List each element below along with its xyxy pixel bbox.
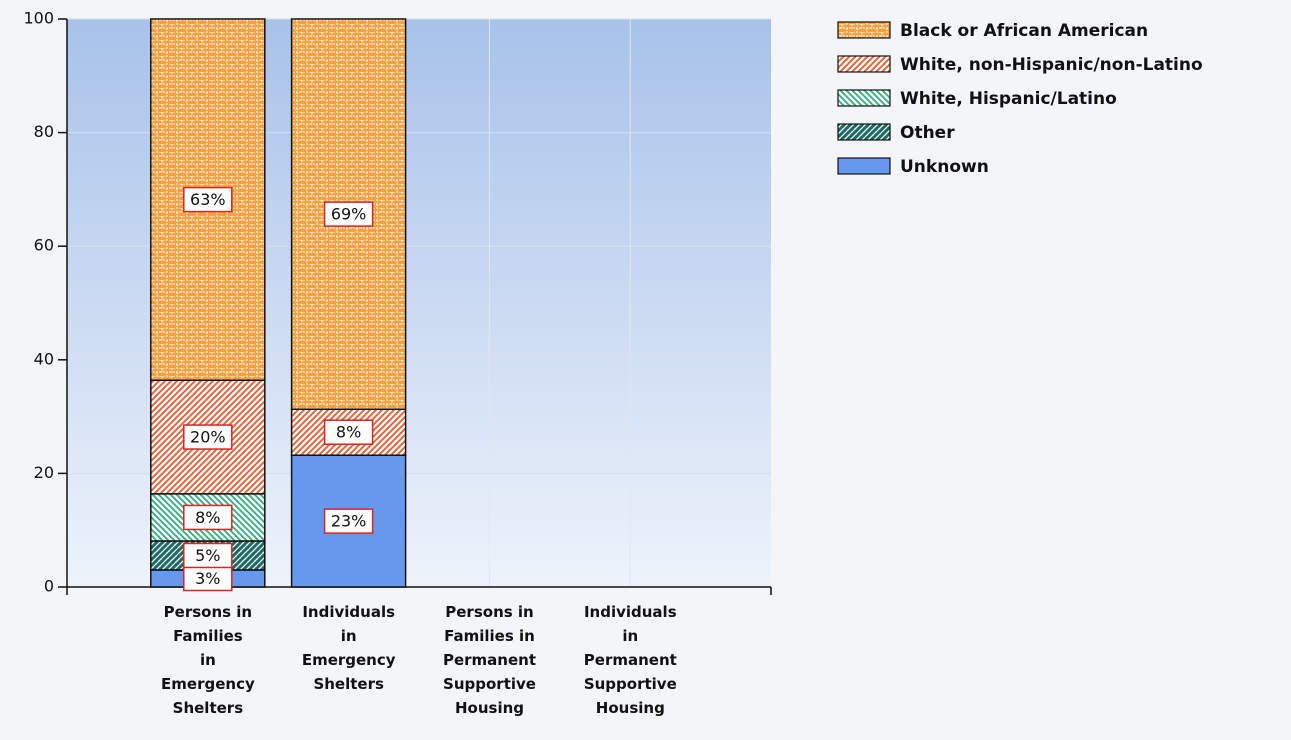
value-label-box	[323, 419, 374, 445]
value-label: 63%	[190, 190, 226, 209]
legend-swatch	[837, 21, 891, 39]
y-tick-label: 80	[34, 122, 54, 141]
value-label: 69%	[331, 205, 367, 224]
legend-swatch	[837, 123, 891, 141]
legend-swatch	[837, 55, 891, 73]
legend-label: Black or African American	[900, 21, 1148, 41]
y-tick-label: 20	[34, 463, 54, 482]
legend-swatch	[837, 89, 891, 107]
legend-label: Unknown	[900, 157, 989, 177]
legend-label: White, Hispanic/Latino	[900, 89, 1117, 109]
legend-swatch	[837, 157, 891, 175]
x-tick-label: Individuals in Emergency Shelters	[301, 603, 396, 693]
value-label-box	[183, 504, 233, 531]
value-label-box	[183, 542, 233, 569]
value-label-box	[323, 508, 374, 534]
value-label-box	[323, 201, 374, 227]
x-tick-label: Persons in Families in Permanent Support…	[442, 603, 537, 717]
value-label: 5%	[195, 546, 220, 565]
y-tick-label: 100	[23, 9, 54, 28]
y-tick-label: 60	[34, 236, 54, 255]
value-label-box	[183, 186, 233, 213]
legend-label: Other	[900, 123, 955, 143]
y-tick-label: 40	[34, 349, 54, 368]
y-tick-label: 0	[44, 577, 54, 596]
x-tick-label: Persons in Families in Emergency Shelter…	[161, 603, 255, 717]
value-label: 23%	[331, 512, 367, 531]
value-label: 3%	[195, 569, 220, 588]
x-tick-label: Individuals in Permanent Supportive Hous…	[583, 603, 677, 717]
legend-label: White, non-Hispanic/non-Latino	[900, 55, 1203, 75]
value-label: 8%	[195, 508, 220, 527]
value-label: 8%	[336, 423, 361, 442]
value-label: 20%	[190, 428, 226, 447]
value-label-box	[183, 424, 233, 450]
